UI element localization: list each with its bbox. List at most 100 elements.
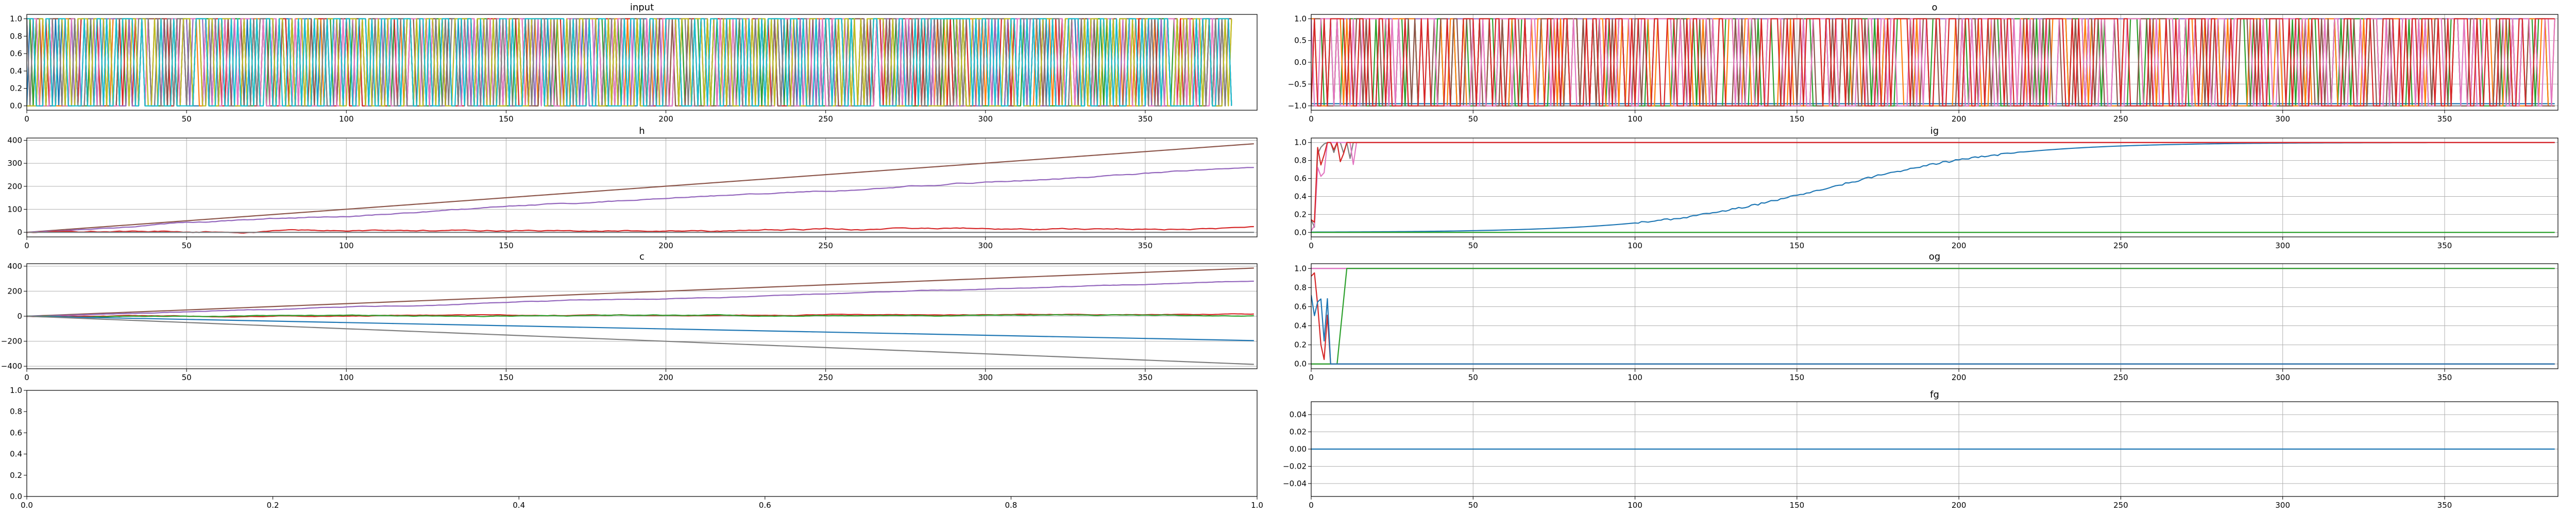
subplot-title-ig: ig <box>1930 126 1939 136</box>
y-tick-label: 300 <box>7 159 22 168</box>
subplot-fg: 0 50 100 150 200 250 300 350 −0.04 −0.02 0.00 0.02 0… <box>1283 389 2558 510</box>
x-tick-label: 0 <box>1309 114 1314 124</box>
x-tick-label: 300 <box>978 114 993 124</box>
axes-frame-og <box>1311 263 2558 369</box>
subplot-title-input: input <box>630 2 654 13</box>
y-tick-label: 0.4 <box>10 66 22 76</box>
series-line-og-5 <box>1311 295 2555 365</box>
axes-frame-ig <box>1311 138 2558 237</box>
subplot-h: 0 50 100 150 200 250 300 350 0 100 200 300 400 h <box>7 126 1258 250</box>
x-tick-label: 150 <box>1790 241 1805 250</box>
x-tick-label: 300 <box>978 373 993 382</box>
y-tick-label: 200 <box>7 182 22 191</box>
x-tick-label: 100 <box>1628 241 1642 250</box>
series-line-og-4 <box>1311 272 2555 365</box>
y-tick-label: 0.4 <box>10 450 22 459</box>
x-tick-label: 50 <box>1468 241 1478 250</box>
series-line-c-5 <box>27 315 1254 365</box>
y-tick-label: −0.02 <box>1283 461 1307 471</box>
x-tick-label: 350 <box>1138 241 1153 250</box>
subplot-title-h: h <box>639 126 645 136</box>
x-tick-label: 100 <box>1628 501 1642 510</box>
y-tick-label: −0.04 <box>1283 479 1307 488</box>
y-tick-label: −1.0 <box>1288 101 1307 111</box>
y-tick-label: 1.0 <box>1294 264 1307 273</box>
subplot-title-c: c <box>639 251 645 262</box>
y-tick-label: 0.00 <box>1290 444 1307 454</box>
series-line-og-3 <box>1311 268 2555 365</box>
subplot-empty: 0.0 0.2 0.4 0.6 0.8 1.0 0.0 0.2 0.4 0.6 0.8 1.0 <box>10 386 1263 510</box>
x-tick-label: 250 <box>818 373 833 382</box>
x-tick-label: 200 <box>1952 373 1967 382</box>
y-tick-label: 0.0 <box>1294 58 1307 67</box>
y-tick-label: 0.2 <box>10 84 22 93</box>
x-tick-label: 150 <box>499 114 514 124</box>
series-group-ig <box>1311 142 2555 233</box>
y-tick-label: −400 <box>1 362 22 371</box>
x-tick-label: 0.8 <box>1005 501 1017 510</box>
y-tick-label: 0.0 <box>1294 228 1307 237</box>
y-tick-label: 0.2 <box>1294 340 1307 350</box>
series-line-c-1 <box>27 280 1254 317</box>
series-line-ig-0 <box>1311 142 2555 233</box>
x-tick-label: 250 <box>2113 241 2128 250</box>
subplot-input: 0 50 100 150 200 250 300 350 0.0 0.2 0.4 0.6 0.8 1.0 i… <box>10 2 1258 124</box>
x-tick-label: 200 <box>1952 114 1967 124</box>
x-tick-label: 100 <box>1628 114 1642 124</box>
x-tick-label: 50 <box>1468 114 1478 124</box>
y-tick-label: 0.0 <box>1294 359 1307 369</box>
x-tick-label: 150 <box>499 241 514 250</box>
series-line-c-0 <box>27 267 1254 317</box>
grid-og <box>1311 264 2558 369</box>
x-tick-label: 100 <box>1628 373 1642 382</box>
y-tick-label: 0.8 <box>10 407 22 416</box>
y-tick-label: 0 <box>17 312 22 321</box>
axes-frame-input <box>26 14 1258 111</box>
x-tick-label: 200 <box>658 373 673 382</box>
x-tick-label: 150 <box>1790 114 1805 124</box>
x-tick-label: 350 <box>1138 114 1153 124</box>
series-group-o <box>1311 18 2555 107</box>
grid-ig <box>1311 138 2558 237</box>
x-tick-label: 300 <box>2275 501 2290 510</box>
x-tick-label: 350 <box>2437 114 2452 124</box>
series-line-input-9 <box>27 18 1232 107</box>
y-tick-label: 1.0 <box>1294 138 1307 147</box>
y-tick-label: 0.2 <box>10 471 22 480</box>
series-line-h-1 <box>27 167 1254 233</box>
y-tick-label: 0 <box>17 228 22 237</box>
y-tick-label: 1.0 <box>1294 14 1307 23</box>
y-tick-label: 0.8 <box>1294 156 1307 165</box>
x-tick-label: 250 <box>818 241 833 250</box>
x-tick-label: 350 <box>2437 373 2452 382</box>
x-tick-label: 50 <box>1468 501 1478 510</box>
x-tick-label: 200 <box>1952 241 1967 250</box>
x-tick-label: 250 <box>2113 501 2128 510</box>
series-line-c-3 <box>27 314 1254 318</box>
series-line-c-4 <box>27 315 1254 341</box>
x-tick-label: 50 <box>1468 373 1478 382</box>
x-tick-label: 200 <box>658 241 673 250</box>
x-tick-label: 300 <box>2275 241 2290 250</box>
series-line-ig-2 <box>1311 142 2555 231</box>
subplot-ig: 0 50 100 150 200 250 300 350 0.0 0.2 0.4 0.6 0.8 1.0 i… <box>1294 126 2558 250</box>
series-group-input <box>27 18 1232 107</box>
x-tick-label: 100 <box>339 373 354 382</box>
x-tick-label: 100 <box>339 114 354 124</box>
y-tick-label: 200 <box>7 286 22 296</box>
y-tick-label: −200 <box>1 337 22 346</box>
y-tick-label: 100 <box>7 204 22 214</box>
x-tick-label: 0 <box>1309 241 1314 250</box>
axes-frame-empty <box>26 390 1258 497</box>
x-tick-label: 350 <box>2437 501 2452 510</box>
y-tick-label: 0.8 <box>10 31 22 41</box>
y-tick-label: 0.6 <box>1294 302 1307 311</box>
y-tick-label: 400 <box>7 262 22 271</box>
x-tick-label: 350 <box>1138 373 1153 382</box>
y-tick-label: 400 <box>7 135 22 145</box>
x-tick-label: 300 <box>2275 114 2290 124</box>
x-tick-label: 250 <box>2113 373 2128 382</box>
x-tick-label: 0.0 <box>21 501 33 510</box>
x-tick-label: 0 <box>1309 501 1314 510</box>
